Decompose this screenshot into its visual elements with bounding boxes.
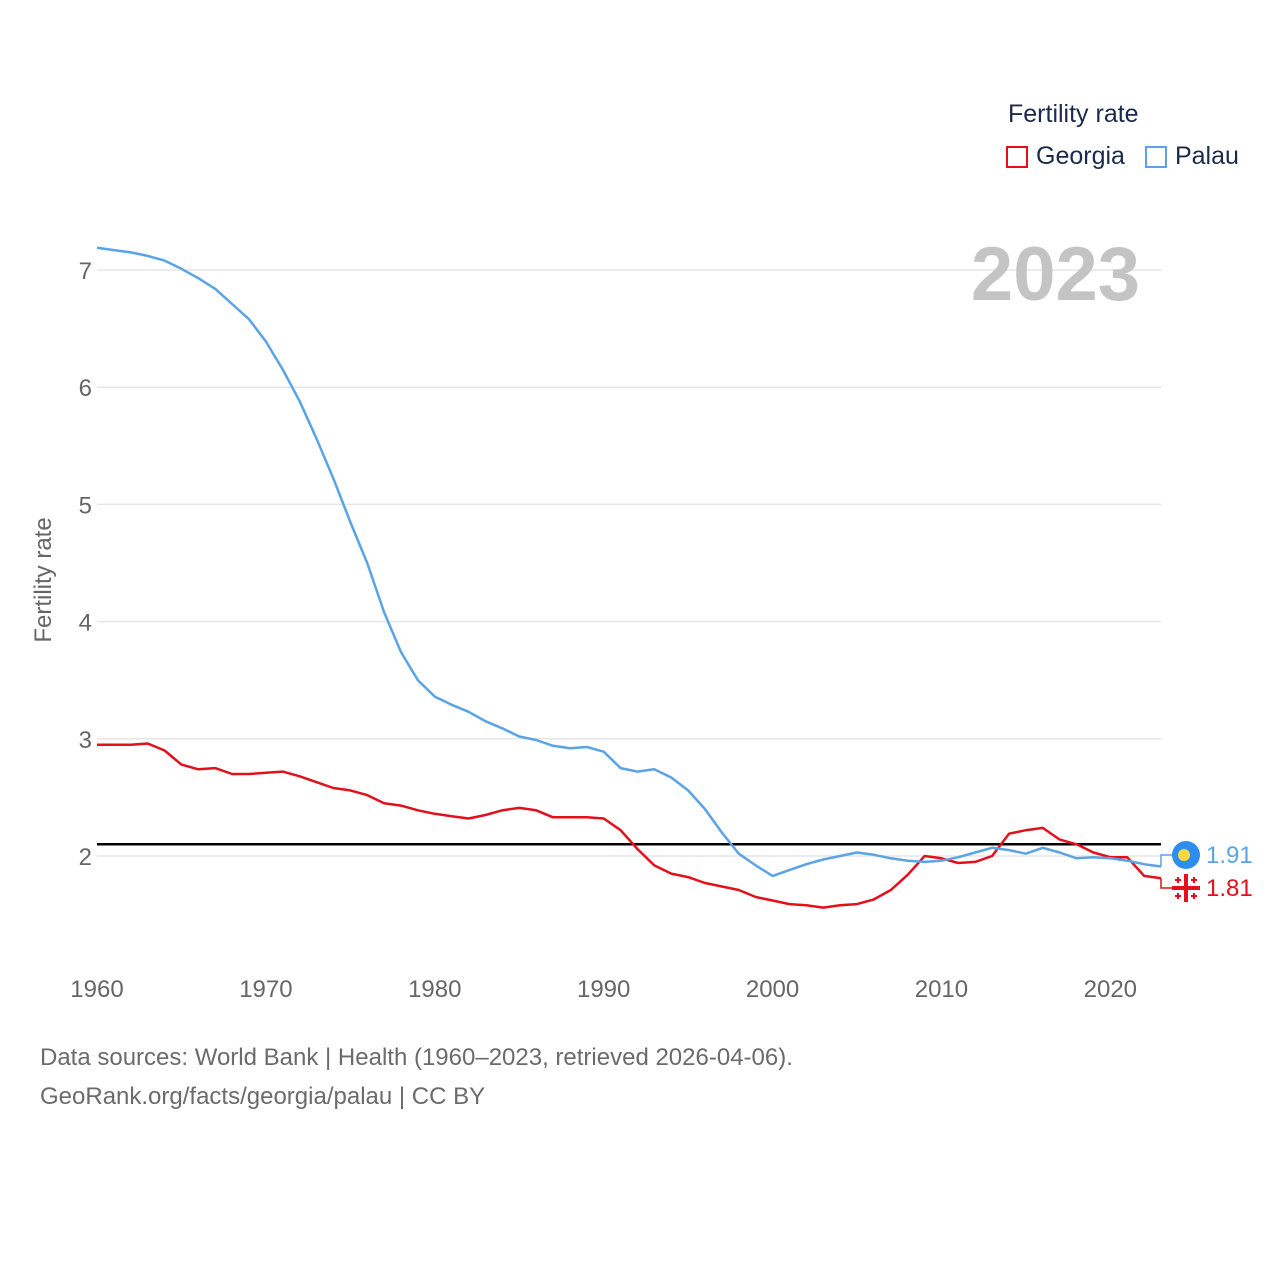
x-tick-label-1980: 1980 <box>408 976 461 1003</box>
gridlines <box>97 269 1161 857</box>
y-tick-label-2: 2 <box>79 844 92 871</box>
georgia-flag-icon <box>1172 874 1200 902</box>
legend-swatch-palau <box>1144 145 1167 168</box>
y-tick-label-3: 3 <box>79 727 92 754</box>
palau-flag-moon <box>1178 849 1190 861</box>
legend-swatch-georgia <box>1006 145 1028 168</box>
palau-end-value: 1.91 <box>1206 842 1253 869</box>
legend-label-palau: Palau <box>1174 142 1239 170</box>
series-line-georgia <box>97 742 1162 909</box>
y-tick-label-5: 5 <box>79 492 92 519</box>
georgia-flag-small-cross-h3 <box>1191 895 1197 897</box>
legend-title: Fertility rate <box>1008 100 1139 128</box>
year-label: 2023 <box>971 232 1140 317</box>
series-layer <box>96 246 1162 909</box>
x-tick-label-1990: 1990 <box>577 976 630 1003</box>
legend-item-georgia[interactable]: Georgia <box>1006 142 1125 171</box>
x-tick-label-1970: 1970 <box>239 976 292 1003</box>
y-axis-label: Fertility rate <box>30 517 57 642</box>
georgia-flag-small-cross-h0 <box>1175 879 1181 881</box>
x-tick-label-1960: 1960 <box>70 976 123 1003</box>
end-labels: 1.91 1.81 <box>1160 841 1253 902</box>
georgia-flag-small-cross-h1 <box>1191 879 1197 881</box>
series-line-palau <box>96 246 1162 878</box>
footer-credit: GeoRank.org/facts/georgia/palau | CC BY <box>40 1083 486 1110</box>
x-tick-label-2010: 2010 <box>915 976 968 1003</box>
georgia-connector <box>1160 878 1172 889</box>
legend-item-palau[interactable]: Palau <box>1144 142 1239 171</box>
x-axis: 1960 1970 1980 1990 2000 2010 2020 <box>70 976 1137 1003</box>
y-tick-label-6: 6 <box>79 375 92 402</box>
palau-flag-icon <box>1172 841 1200 869</box>
footer-sources: Data sources: World Bank | Health (1960–… <box>40 1044 793 1071</box>
y-axis: 2 3 4 5 6 7 <box>79 258 92 871</box>
y-tick-label-4: 4 <box>79 610 92 637</box>
georgia-flag-vbar <box>1184 874 1188 902</box>
x-tick-label-2020: 2020 <box>1084 976 1137 1003</box>
legend: Georgia Palau <box>1006 142 1259 171</box>
georgia-end-value: 1.81 <box>1206 875 1253 902</box>
legend-label-georgia: Georgia <box>1036 142 1125 170</box>
palau-connector <box>1160 854 1172 867</box>
georgia-flag-small-cross-h2 <box>1175 895 1181 897</box>
x-tick-label-2000: 2000 <box>746 976 799 1003</box>
y-tick-label-7: 7 <box>79 258 92 285</box>
